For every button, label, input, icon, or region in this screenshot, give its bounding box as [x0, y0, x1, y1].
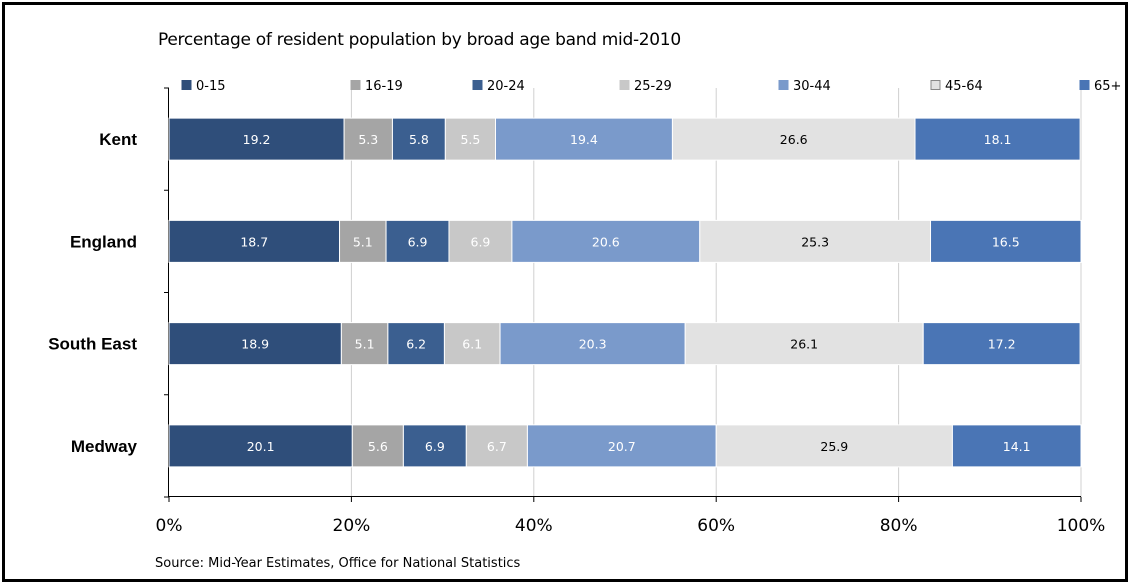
data-label: 5.6 [368, 439, 388, 454]
bar-segment [339, 219, 387, 263]
bar-segment [914, 117, 1081, 161]
data-label: 20.3 [579, 337, 607, 352]
source-note: Source: Mid-Year Estimates, Office for N… [155, 556, 521, 571]
legend-swatch [778, 80, 789, 90]
data-label: 18.9 [241, 337, 269, 352]
data-label: 25.9 [820, 439, 848, 454]
data-label: 16.5 [992, 234, 1020, 249]
data-label: 5.1 [355, 337, 375, 352]
bar-segment [448, 219, 513, 263]
data-label: 5.3 [358, 132, 378, 147]
data-label: 25.3 [801, 234, 829, 249]
data-label: 6.1 [462, 337, 482, 352]
data-label: 17.2 [988, 337, 1016, 352]
category-label: Kent [99, 130, 137, 149]
bar-segment [168, 117, 345, 161]
category-label: Medway [71, 437, 138, 456]
bar-segment [444, 117, 496, 161]
data-label: 5.1 [353, 234, 373, 249]
x-tick-label: 60% [697, 516, 735, 536]
legend-swatch [619, 80, 630, 90]
legend-swatch [1079, 80, 1090, 90]
data-label: 6.9 [425, 439, 445, 454]
x-tick-label: 100% [1057, 516, 1106, 536]
legend-label: 65+ [1094, 79, 1121, 94]
data-label: 5.8 [409, 132, 429, 147]
legend-label: 30-44 [793, 79, 831, 94]
bar-segment [168, 424, 353, 468]
bar-segment [340, 322, 389, 366]
data-label: 20.6 [592, 234, 620, 249]
bar-segment [715, 424, 953, 468]
chart-title: Percentage of resident population by bro… [158, 30, 681, 50]
bar-segment [387, 322, 445, 366]
data-label: 20.1 [247, 439, 275, 454]
bar-segment [951, 424, 1082, 468]
legend-label: 45-64 [945, 79, 983, 94]
bar-segment [526, 424, 717, 468]
data-label: 19.4 [570, 132, 598, 147]
bar-segment [402, 424, 467, 468]
data-label: 26.6 [780, 132, 808, 147]
data-label: 5.5 [460, 132, 480, 147]
x-tick-label: 20% [333, 516, 371, 536]
bar-segment [922, 322, 1081, 366]
bar-segment [168, 219, 341, 263]
legend-label: 25-29 [634, 79, 672, 94]
legend-swatch [930, 80, 941, 90]
data-label: 20.7 [608, 439, 636, 454]
legend-swatch [472, 80, 483, 90]
data-label: 18.7 [240, 234, 268, 249]
bar-segment [699, 219, 932, 263]
data-label: 6.2 [406, 337, 426, 352]
bar-segment [499, 322, 686, 366]
bar-segment [684, 322, 924, 366]
bar-segment [343, 117, 393, 161]
bar-segment [930, 219, 1082, 263]
bar-segment [443, 322, 501, 366]
data-label: 19.2 [243, 132, 271, 147]
data-label: 14.1 [1003, 439, 1031, 454]
legend-swatch [350, 80, 361, 90]
x-tick-label: 80% [880, 516, 918, 536]
legend-label: 20-24 [487, 79, 525, 94]
bar-segment [168, 322, 342, 366]
bar-segment [351, 424, 404, 468]
x-tick-label: 0% [156, 516, 183, 536]
x-tick-label: 40% [515, 516, 553, 536]
data-label: 18.1 [984, 132, 1012, 147]
legend-label: 0-15 [196, 79, 226, 94]
legend-label: 16-19 [365, 79, 403, 94]
bar-segment [385, 219, 450, 263]
bar-segment [511, 219, 701, 263]
legend-swatch [181, 80, 192, 90]
category-label: South East [48, 335, 137, 354]
bar-segment [391, 117, 446, 161]
bar-segment [671, 117, 916, 161]
data-label: 6.7 [487, 439, 507, 454]
data-label: 6.9 [471, 234, 491, 249]
category-label: England [70, 232, 137, 251]
data-label: 6.9 [408, 234, 428, 249]
data-label: 26.1 [790, 337, 818, 352]
